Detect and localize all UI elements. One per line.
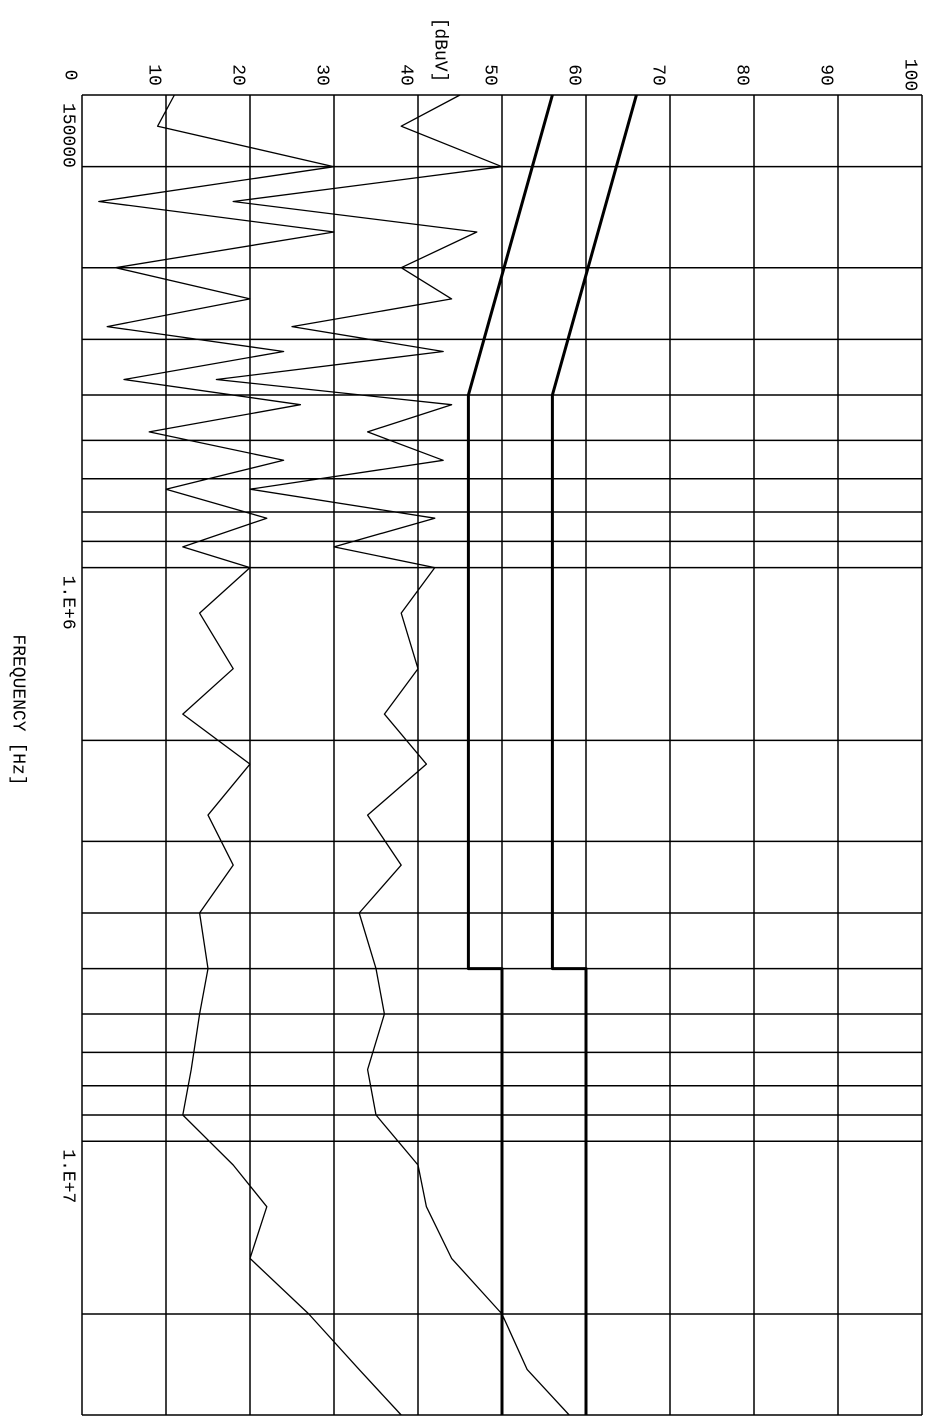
data-line	[215, 94, 570, 1416]
y-tick-label: 100	[899, 59, 919, 91]
x-tick-label: 150000	[57, 103, 77, 168]
y-tick-label: 70	[647, 64, 667, 86]
x-tick-label: 1.E+7	[57, 1149, 77, 1203]
y-axis-label: [dBuV]	[429, 18, 449, 83]
data-line	[466, 94, 554, 1415]
y-tick-label: 10	[143, 64, 163, 86]
y-tick-label: 90	[815, 64, 835, 86]
data-line	[550, 94, 638, 1415]
y-tick-label: 30	[311, 64, 331, 86]
y-tick-label: 40	[395, 64, 415, 86]
data-line	[98, 94, 402, 1416]
y-tick-label: 20	[227, 64, 247, 86]
y-tick-label: 80	[731, 64, 751, 86]
x-tick-label: 1.E+6	[57, 576, 77, 630]
y-tick-label: 50	[479, 64, 499, 86]
x-axis-label: FREQUENCY [Hz]	[7, 634, 27, 785]
y-tick-label: 0	[59, 70, 79, 81]
y-tick-label: 60	[563, 64, 583, 86]
